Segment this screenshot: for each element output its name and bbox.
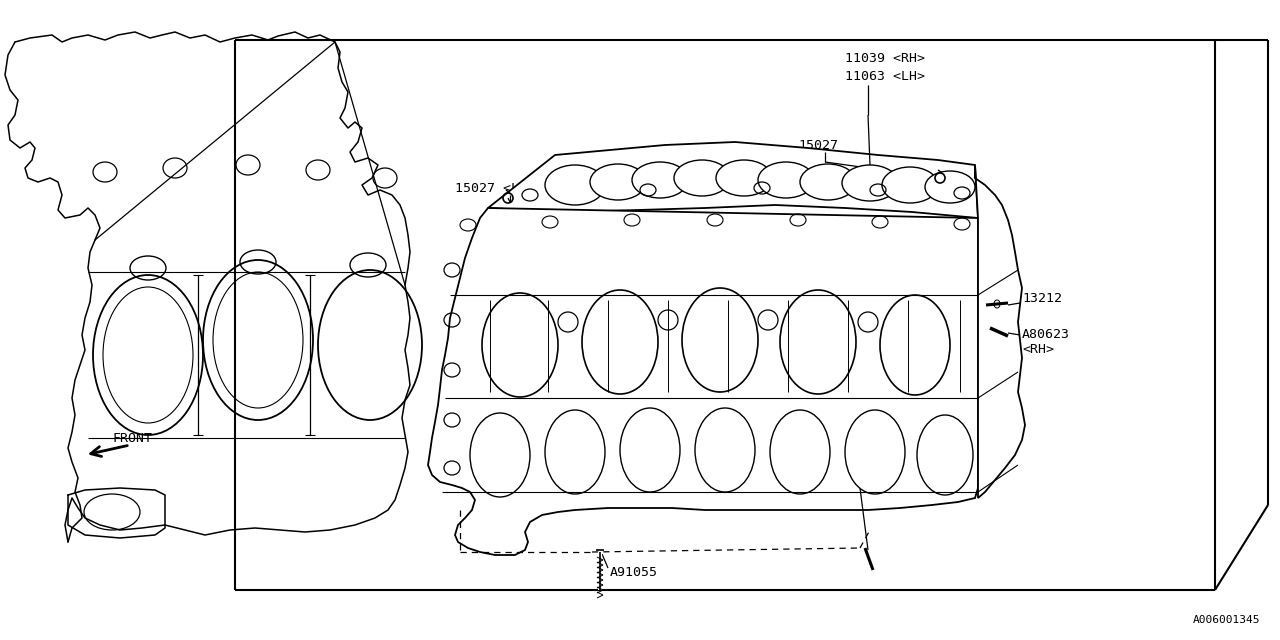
Ellipse shape bbox=[545, 410, 605, 494]
Ellipse shape bbox=[925, 171, 975, 203]
Ellipse shape bbox=[632, 162, 689, 198]
Text: 11063 <LH>: 11063 <LH> bbox=[845, 70, 925, 83]
Ellipse shape bbox=[682, 288, 758, 392]
Text: A80623
<RH>: A80623 <RH> bbox=[1021, 328, 1070, 356]
Text: 13213: 13213 bbox=[820, 476, 860, 488]
Ellipse shape bbox=[483, 293, 558, 397]
Ellipse shape bbox=[916, 415, 973, 495]
Ellipse shape bbox=[842, 165, 899, 201]
Polygon shape bbox=[428, 208, 978, 555]
Ellipse shape bbox=[780, 290, 856, 394]
Text: 15027 <LH>: 15027 <LH> bbox=[454, 182, 535, 195]
Text: A006001345: A006001345 bbox=[1193, 615, 1260, 625]
Polygon shape bbox=[488, 142, 978, 218]
Polygon shape bbox=[975, 165, 1025, 498]
Ellipse shape bbox=[675, 160, 730, 196]
Ellipse shape bbox=[800, 164, 856, 200]
Ellipse shape bbox=[771, 410, 829, 494]
Ellipse shape bbox=[845, 410, 905, 494]
Ellipse shape bbox=[545, 165, 605, 205]
Ellipse shape bbox=[590, 164, 646, 200]
Ellipse shape bbox=[716, 160, 772, 196]
Text: A91055: A91055 bbox=[611, 566, 658, 579]
Ellipse shape bbox=[582, 290, 658, 394]
Ellipse shape bbox=[758, 162, 814, 198]
Ellipse shape bbox=[695, 408, 755, 492]
Ellipse shape bbox=[620, 408, 680, 492]
Ellipse shape bbox=[881, 295, 950, 395]
Text: 13212: 13212 bbox=[1021, 291, 1062, 305]
Text: 11039 <RH>: 11039 <RH> bbox=[845, 51, 925, 65]
Text: FRONT: FRONT bbox=[113, 431, 152, 445]
Ellipse shape bbox=[882, 167, 938, 203]
Ellipse shape bbox=[470, 413, 530, 497]
Text: 15027: 15027 bbox=[797, 138, 838, 152]
